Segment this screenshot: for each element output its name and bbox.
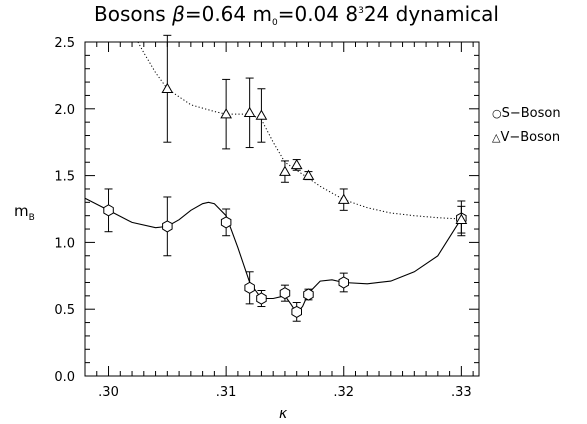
data-point-v-boson bbox=[302, 169, 315, 180]
data-points bbox=[103, 34, 468, 322]
data-point-s-boson bbox=[279, 287, 291, 300]
x-axis-label: κ bbox=[279, 406, 288, 422]
y-tick-label: 1.5 bbox=[54, 170, 75, 185]
y-tick-label: 0.5 bbox=[54, 303, 75, 318]
data-point-s-boson bbox=[162, 220, 173, 233]
series-curve-0 bbox=[84, 197, 462, 315]
data-point-s-boson bbox=[220, 216, 232, 229]
axis-ticks: .30 .31 .32 .33 0.0 0.5 1.0 1.5 2.0 2.5 bbox=[54, 36, 479, 400]
data-point-s-boson bbox=[256, 292, 267, 305]
chart-title: Bosons β=0.64 m0=0.04 8324 dynamical bbox=[94, 2, 499, 28]
data-point-v-boson bbox=[161, 82, 174, 94]
legend-entry-v-boson: △V−Boson bbox=[492, 130, 560, 145]
data-point-s-boson bbox=[303, 288, 314, 301]
data-point-s-boson bbox=[244, 281, 255, 294]
y-tick-label: 0.0 bbox=[54, 370, 75, 385]
data-point-v-boson bbox=[290, 158, 303, 170]
data-point-v-boson bbox=[337, 193, 350, 204]
series-curve-1 bbox=[137, 41, 462, 220]
y-tick-label: 2.5 bbox=[54, 36, 75, 51]
data-point-v-boson bbox=[255, 109, 268, 120]
data-point-s-boson bbox=[103, 204, 114, 217]
data-point-v-boson bbox=[220, 108, 232, 119]
y-tick-label: 2.0 bbox=[54, 103, 75, 118]
legend: ○S−Boson △V−Boson bbox=[492, 106, 561, 145]
x-tick-label: .31 bbox=[216, 385, 237, 400]
data-point-v-boson bbox=[279, 165, 291, 176]
data-point-v-boson bbox=[243, 106, 256, 118]
x-tick-label: .32 bbox=[333, 385, 354, 400]
data-point-v-boson bbox=[455, 213, 468, 224]
x-tick-label: .33 bbox=[451, 385, 472, 400]
data-point-s-boson bbox=[291, 305, 302, 318]
data-point-s-boson bbox=[338, 276, 349, 289]
plot-frame bbox=[84, 41, 480, 377]
fit-curves bbox=[84, 41, 462, 315]
x-tick-label: .30 bbox=[98, 385, 119, 400]
y-axis-label: mB bbox=[14, 202, 35, 223]
y-tick-label: 1.0 bbox=[54, 236, 75, 251]
legend-entry-s-boson: ○S−Boson bbox=[492, 106, 561, 121]
